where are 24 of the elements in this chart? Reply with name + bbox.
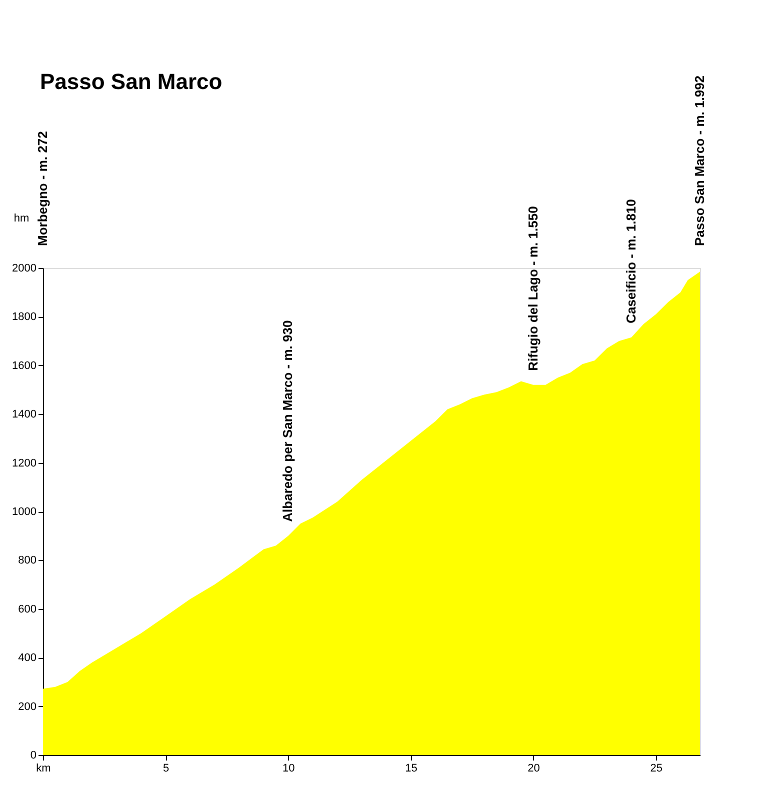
x-tick-label: 20 <box>528 762 540 774</box>
y-tick-label: 600 <box>18 603 36 616</box>
y-axis-title: hm <box>14 212 30 224</box>
annotation: Caseificio - m. 1.810 <box>623 199 638 324</box>
y-tick-label: 1800 <box>12 311 36 324</box>
y-tick-label: 1200 <box>12 457 36 470</box>
y-tick-label: 1400 <box>12 408 36 421</box>
y-tick-label: 200 <box>18 700 36 713</box>
x-tick-label: 15 <box>405 762 418 774</box>
annotation: Albaredo per San Marco - m. 930 <box>280 320 296 522</box>
x-tick-label: 10 <box>282 762 295 774</box>
text: Passo San Marco - m. 1.992 <box>692 75 707 246</box>
annotation: Rifugio del Lago - m. 1.550 <box>525 206 540 371</box>
y-tick-label: 2000 <box>12 262 36 274</box>
y-tick-label: 800 <box>18 554 36 567</box>
x-tick-label: km <box>36 762 51 774</box>
y-tick-label: 1000 <box>12 506 36 518</box>
text: Morbegno - m. 272 <box>35 131 50 246</box>
y-tick-label: 1600 <box>12 360 36 372</box>
x-tick-label: 5 <box>163 762 170 774</box>
chart-title: Passo San Marco <box>40 69 222 94</box>
y-tick-label: 0 <box>30 750 36 762</box>
x-tick-label: 25 <box>650 762 662 774</box>
y-tick-label: 400 <box>18 652 36 664</box>
